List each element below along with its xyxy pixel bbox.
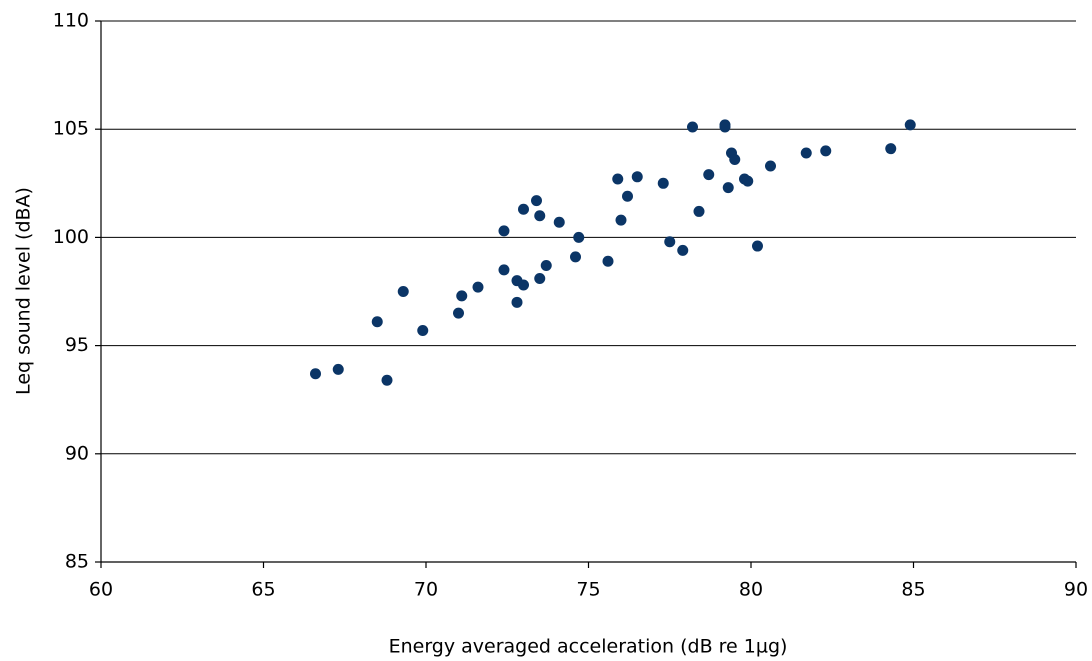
point [904,119,916,131]
point [332,363,344,375]
point [612,173,624,185]
point [885,143,897,155]
x-tick-label: 70 [414,579,438,601]
point [310,368,321,380]
point [631,171,643,183]
point [534,210,546,222]
point [742,175,754,187]
point [703,169,715,181]
point [518,279,529,291]
y-axis-label: Leq sound level (dBA) [13,187,35,395]
y-tick-label: 95 [65,334,89,356]
point [722,182,734,194]
x-tick-label: 75 [576,579,600,601]
y-tick-label: 105 [53,118,89,140]
point [540,260,552,272]
y-tick-label: 110 [53,10,89,32]
point [531,195,542,207]
point [534,273,546,285]
point [553,216,565,228]
point [687,121,698,133]
point [397,286,409,297]
point [719,119,731,131]
point [453,307,464,319]
point [677,244,689,256]
point [417,324,429,336]
point [765,160,776,172]
y-tick-label: 85 [65,551,89,573]
x-axis-label: Energy averaged acceleration (dB re 1µg) [389,636,788,658]
x-tick-label: 65 [251,579,275,601]
point [371,316,383,328]
point [800,147,812,159]
point [456,290,468,302]
point [472,281,484,293]
y-tick-label: 100 [53,226,89,248]
point [602,255,614,267]
point [518,203,529,215]
y-tick-label: 90 [65,442,89,464]
point [657,177,669,189]
x-tick-label: 80 [739,579,763,601]
x-tick-label: 90 [1064,579,1088,601]
point [664,236,676,248]
x-tick-label: 85 [901,579,925,601]
point [615,214,627,226]
point [498,264,510,276]
point [729,153,741,165]
point [820,145,832,157]
point [570,251,581,263]
point [752,240,763,252]
point [573,231,585,243]
point [511,296,523,308]
point [693,205,705,217]
point [498,225,510,237]
x-tick-label: 60 [89,579,113,601]
point [381,374,393,386]
point [622,190,633,202]
